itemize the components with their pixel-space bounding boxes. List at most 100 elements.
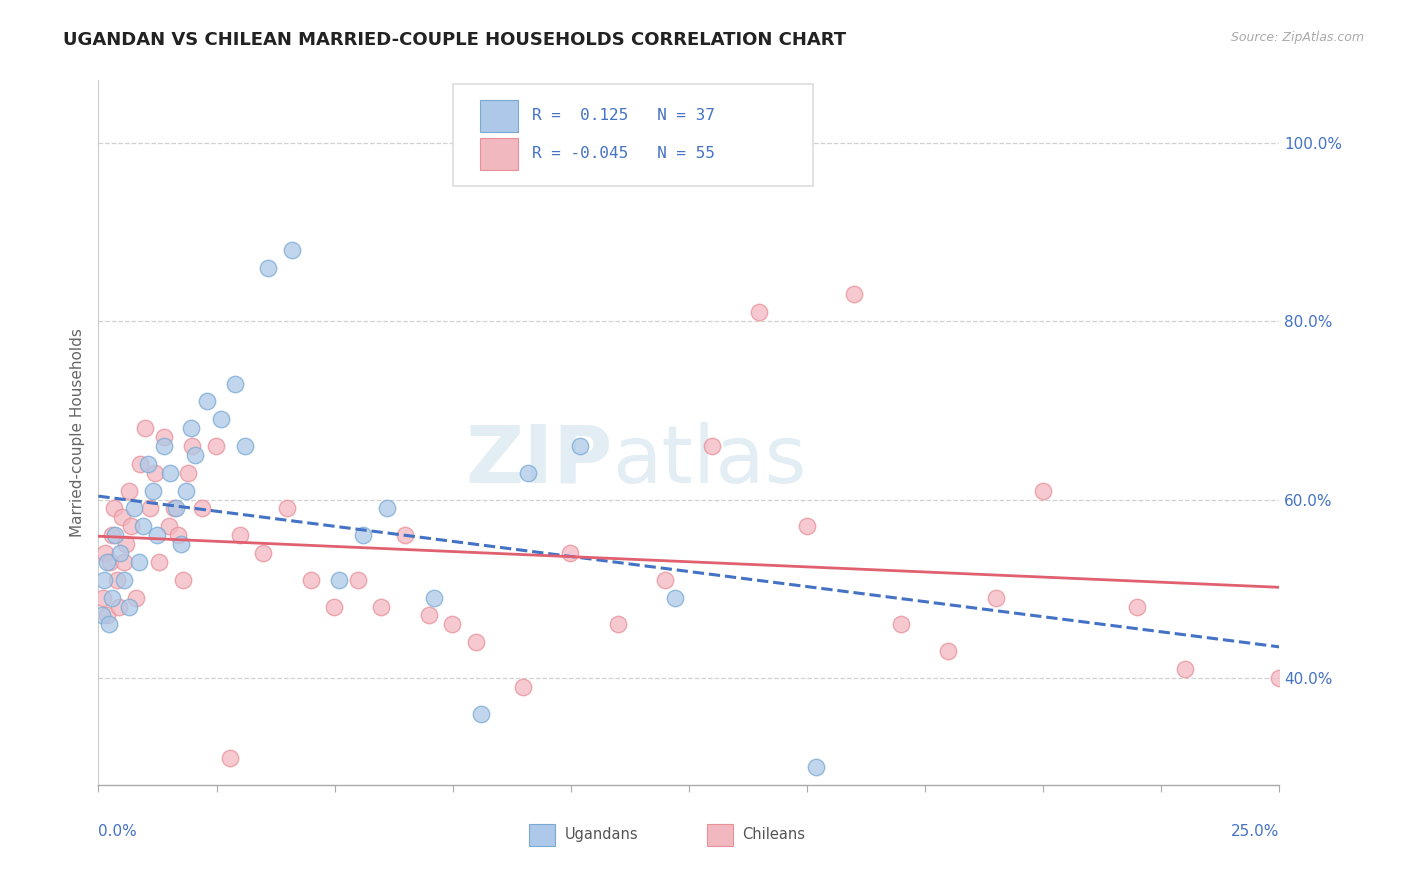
Text: UGANDAN VS CHILEAN MARRIED-COUPLE HOUSEHOLDS CORRELATION CHART: UGANDAN VS CHILEAN MARRIED-COUPLE HOUSEH… bbox=[63, 31, 846, 49]
Point bbox=[104, 528, 127, 542]
Point bbox=[281, 243, 304, 257]
Point bbox=[323, 599, 346, 614]
FancyBboxPatch shape bbox=[479, 138, 517, 169]
Point bbox=[184, 448, 207, 462]
Point bbox=[93, 573, 115, 587]
Point bbox=[112, 573, 135, 587]
Point bbox=[936, 644, 959, 658]
Point bbox=[394, 528, 416, 542]
Point bbox=[806, 760, 828, 774]
Point bbox=[91, 591, 114, 605]
Point bbox=[118, 599, 141, 614]
Point bbox=[97, 617, 120, 632]
Point bbox=[153, 430, 176, 444]
Point bbox=[91, 608, 114, 623]
Point bbox=[1126, 599, 1149, 614]
Point bbox=[110, 510, 132, 524]
Text: 25.0%: 25.0% bbox=[1232, 823, 1279, 838]
Point bbox=[157, 519, 180, 533]
Point bbox=[170, 537, 193, 551]
Point bbox=[257, 260, 280, 275]
Text: R =  0.125   N = 37: R = 0.125 N = 37 bbox=[531, 108, 714, 123]
Point bbox=[370, 599, 392, 614]
Text: R = -0.045   N = 55: R = -0.045 N = 55 bbox=[531, 146, 714, 161]
Point bbox=[132, 519, 155, 533]
Text: 0.0%: 0.0% bbox=[98, 823, 138, 838]
Point bbox=[700, 439, 723, 453]
Text: Ugandans: Ugandans bbox=[565, 828, 638, 842]
Point bbox=[143, 466, 166, 480]
Point bbox=[464, 635, 486, 649]
FancyBboxPatch shape bbox=[530, 823, 555, 847]
Point bbox=[219, 751, 242, 765]
Point bbox=[423, 591, 446, 605]
Point bbox=[209, 412, 232, 426]
FancyBboxPatch shape bbox=[453, 84, 813, 186]
Point bbox=[346, 573, 368, 587]
Point bbox=[984, 591, 1007, 605]
FancyBboxPatch shape bbox=[479, 100, 517, 132]
Point bbox=[560, 546, 582, 560]
Point bbox=[1268, 671, 1291, 685]
Point bbox=[796, 519, 818, 533]
Point bbox=[142, 483, 165, 498]
Point bbox=[174, 483, 197, 498]
Point bbox=[517, 466, 540, 480]
Point bbox=[152, 439, 174, 453]
Point bbox=[167, 528, 190, 542]
Point bbox=[96, 608, 118, 623]
Point bbox=[105, 573, 128, 587]
Point bbox=[108, 546, 131, 560]
Point bbox=[181, 439, 204, 453]
Text: Chileans: Chileans bbox=[742, 828, 806, 842]
Point bbox=[569, 439, 592, 453]
Point bbox=[136, 457, 159, 471]
Point bbox=[205, 439, 228, 453]
Point bbox=[108, 599, 131, 614]
Point bbox=[748, 305, 770, 319]
Point bbox=[1032, 483, 1054, 498]
Point bbox=[122, 501, 145, 516]
Point bbox=[606, 617, 628, 632]
Point bbox=[96, 555, 118, 569]
Point bbox=[94, 546, 117, 560]
Point bbox=[177, 466, 200, 480]
Point bbox=[120, 519, 142, 533]
Point bbox=[128, 555, 150, 569]
Point bbox=[129, 457, 152, 471]
Point bbox=[101, 528, 124, 542]
Point bbox=[148, 555, 170, 569]
Point bbox=[228, 528, 250, 542]
Point bbox=[233, 439, 256, 453]
Point bbox=[441, 617, 464, 632]
Text: atlas: atlas bbox=[612, 422, 807, 500]
Y-axis label: Married-couple Households: Married-couple Households bbox=[69, 328, 84, 537]
Point bbox=[180, 421, 202, 435]
Point bbox=[115, 537, 138, 551]
Point bbox=[470, 706, 492, 721]
Point bbox=[328, 573, 350, 587]
Point bbox=[165, 501, 187, 516]
Point bbox=[112, 555, 135, 569]
Point bbox=[100, 591, 122, 605]
Point bbox=[134, 421, 156, 435]
Point bbox=[118, 483, 141, 498]
Point bbox=[191, 501, 214, 516]
Point bbox=[890, 617, 912, 632]
Text: ZIP: ZIP bbox=[465, 422, 612, 500]
Point bbox=[224, 376, 246, 391]
Point bbox=[159, 466, 181, 480]
Point bbox=[125, 591, 148, 605]
Point bbox=[352, 528, 374, 542]
Point bbox=[375, 501, 398, 516]
Point bbox=[98, 555, 121, 569]
Point bbox=[512, 680, 534, 694]
Point bbox=[195, 394, 218, 409]
Point bbox=[664, 591, 686, 605]
Point bbox=[162, 501, 184, 516]
Point bbox=[1173, 662, 1195, 676]
Point bbox=[252, 546, 274, 560]
Point bbox=[299, 573, 322, 587]
FancyBboxPatch shape bbox=[707, 823, 733, 847]
Point bbox=[139, 501, 162, 516]
